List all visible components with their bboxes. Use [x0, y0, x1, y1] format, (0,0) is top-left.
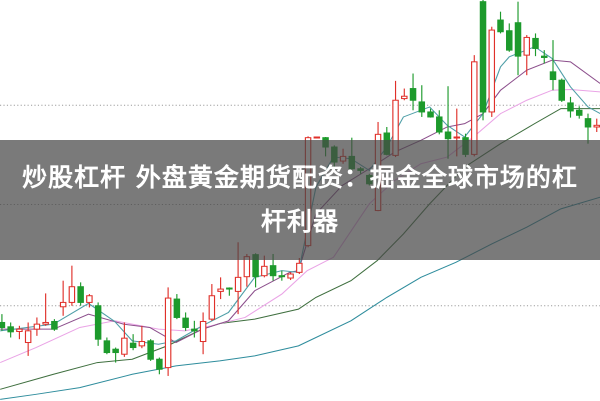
candle-down: [156, 358, 163, 370]
candle-down: [191, 328, 198, 332]
candle-down: [94, 305, 102, 340]
candle-up: [287, 273, 294, 279]
headline-overlay: 炒股杠杆 外盘黄金期货配资：掘金全球市场的杠杆利器: [0, 140, 600, 260]
candle-down: [497, 19, 504, 33]
candle-up: [488, 29, 496, 113]
candle-up: [121, 337, 128, 355]
candle-down: [278, 275, 286, 278]
candle-down: [77, 286, 84, 303]
candle-up: [234, 276, 242, 292]
candle-down: [418, 101, 426, 113]
candle-up: [217, 288, 224, 292]
candle-down: [558, 79, 566, 101]
candle-up: [59, 301, 67, 308]
candle-down: [575, 109, 583, 116]
candle-up: [164, 297, 172, 369]
candle-up: [453, 136, 461, 139]
candle-down: [444, 131, 452, 140]
candle-down: [532, 37, 539, 49]
candle-up: [199, 320, 207, 343]
candle-up: [296, 262, 303, 273]
candle-up: [138, 341, 146, 347]
candle-up: [24, 330, 32, 344]
candle-down: [409, 88, 417, 101]
candle-up: [42, 321, 49, 325]
candle-up: [33, 323, 41, 330]
candle-down: [0, 321, 6, 328]
candle-up: [523, 36, 531, 56]
candle-down: [584, 118, 592, 128]
candle-down: [112, 348, 119, 354]
candle-down: [103, 340, 111, 354]
candle-down: [182, 317, 189, 328]
candle-down: [129, 342, 137, 349]
candle-up: [261, 265, 268, 277]
candle-down: [436, 116, 443, 133]
candle-up: [16, 328, 23, 332]
candle-up: [313, 136, 321, 139]
candle-down: [226, 287, 233, 290]
candle-up: [401, 95, 408, 100]
candle-up: [208, 295, 216, 320]
headline-title: 炒股杠杆 外盘黄金期货配资：掘金全球市场的杠杆利器: [22, 163, 578, 236]
candle-down: [506, 30, 513, 51]
candle-down: [7, 326, 14, 333]
candle-down: [269, 265, 277, 277]
candle-down: [427, 111, 434, 118]
candle-down: [173, 298, 181, 318]
candle-down: [567, 102, 574, 112]
candle-down: [549, 71, 557, 81]
candle-up: [86, 295, 93, 303]
candle-down: [514, 22, 522, 57]
candle-down: [479, 1, 487, 113]
candle-down: [541, 55, 548, 58]
candle-up: [68, 286, 76, 303]
candle-down: [147, 340, 154, 360]
candle-up: [593, 124, 600, 128]
candle-down: [51, 320, 58, 330]
